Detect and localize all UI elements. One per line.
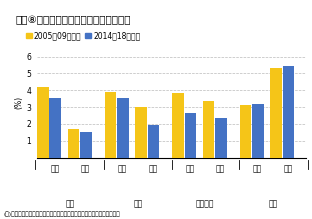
Bar (148, 125, 159, 158)
Text: (注)対内外投賄収益を純国際投賄ポジションの投賄ストックで除したもの: (注)対内外投賄収益を純国際投賄ポジションの投賄ストックで除したもの (3, 211, 120, 217)
Bar (117, 98, 129, 158)
Text: 米国: 米国 (133, 199, 143, 208)
Bar (135, 107, 147, 158)
Bar (283, 66, 295, 158)
Bar (37, 87, 49, 158)
Bar (172, 93, 184, 158)
Text: 中国: 中国 (268, 199, 278, 208)
Bar (105, 92, 116, 158)
Text: 図表⑧　各国・地域の対内外投資収益率: 図表⑧ 各国・地域の対内外投資収益率 (16, 15, 131, 25)
Bar (203, 101, 214, 158)
Bar (240, 106, 251, 158)
Bar (80, 132, 92, 158)
Bar (68, 129, 80, 158)
Y-axis label: (%): (%) (15, 96, 23, 110)
Text: 日本: 日本 (66, 199, 75, 208)
Bar (185, 113, 196, 158)
Bar (50, 98, 61, 158)
Bar (271, 67, 282, 158)
Text: ユーロ圏: ユーロ圏 (196, 199, 215, 208)
Legend: 2005～09年平均, 2014～18年平均: 2005～09年平均, 2014～18年平均 (22, 28, 143, 43)
Bar (252, 104, 264, 158)
Bar (215, 118, 227, 158)
